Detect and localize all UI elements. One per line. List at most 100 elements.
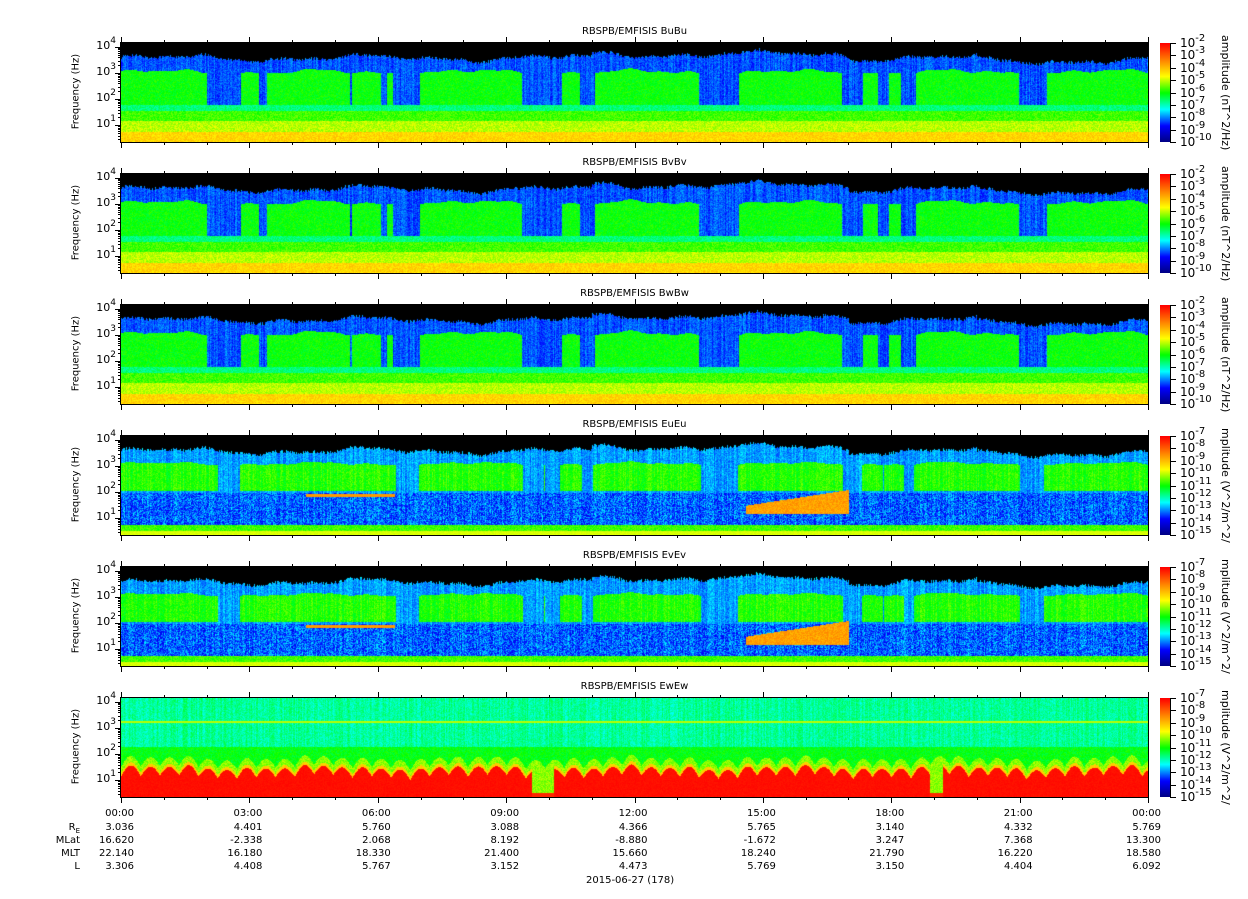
x-tick-top (805, 433, 807, 436)
x-tick-top (591, 564, 593, 567)
y-minor-tick (118, 788, 121, 790)
colorbar-tick (1170, 436, 1176, 437)
colorbar-tick-label: 10-15 (1180, 656, 1212, 674)
colorbar-1 (1160, 174, 1170, 273)
x-tick (976, 797, 978, 800)
x-tick (420, 273, 422, 276)
x-tick (934, 404, 936, 407)
y-minor-tick (118, 624, 121, 626)
x-tick-top (249, 430, 251, 436)
x-tick (677, 797, 679, 800)
y-major-tick (115, 570, 121, 572)
x-tick (1105, 797, 1107, 800)
colorbar-tick (1170, 174, 1176, 175)
y-minor-tick (118, 112, 121, 114)
x-tick (1105, 142, 1107, 145)
y-minor-tick (118, 720, 121, 722)
colorbar-label: amplitude (nT^2/Hz) (1219, 166, 1232, 281)
x-tick-label: 06:00 (361, 808, 391, 819)
colorbar-tick-exponent: -12 (1195, 618, 1212, 630)
ephemeris-value: 21.400 (484, 848, 520, 859)
colorbar-tick-label: 10-7 (1180, 94, 1206, 112)
colorbar-tick-label: 10-5 (1180, 201, 1206, 219)
y-minor-tick (118, 339, 121, 341)
y-major-tick (115, 780, 121, 782)
y-tick-exponent: 4 (110, 166, 116, 177)
y-minor-tick (118, 371, 121, 373)
x-tick (677, 273, 679, 276)
colorbar-tick-exponent: -8 (1195, 107, 1206, 119)
y-tick-label: 104 (96, 559, 116, 576)
colorbar-tick (1170, 142, 1176, 143)
colorbar-tick-exponent: -7 (1195, 356, 1206, 368)
spectrogram-3 (121, 436, 1148, 535)
x-tick-top (163, 433, 165, 436)
colorbar-tick-label: 10-12 (1180, 749, 1212, 767)
x-tick (891, 273, 893, 279)
colorbar-tick-exponent: -11 (1195, 475, 1212, 487)
x-tick (634, 666, 636, 672)
x-tick-top (121, 37, 122, 43)
y-minor-tick (118, 653, 121, 655)
colorbar-tick-exponent: -8 (1195, 569, 1206, 581)
x-tick (334, 273, 336, 276)
y-minor-tick (118, 231, 121, 233)
x-tick-top (548, 564, 550, 567)
y-minor-tick (118, 484, 121, 486)
y-tick-label: 104 (96, 297, 116, 314)
y-minor-tick (118, 266, 121, 268)
y-minor-tick (118, 109, 121, 111)
y-major-tick (115, 727, 121, 729)
colorbar-tick-label: 10-2 (1180, 295, 1206, 313)
ephemeris-label: MLT (61, 848, 80, 859)
x-tick (420, 404, 422, 407)
y-minor-tick (118, 260, 121, 262)
y-minor-tick (118, 772, 121, 774)
x-tick (1148, 404, 1149, 410)
y-tick-exponent: 4 (110, 559, 116, 570)
x-tick (292, 273, 294, 276)
x-tick-top (934, 302, 936, 305)
y-minor-tick (118, 500, 121, 502)
y-minor-tick (118, 732, 121, 734)
colorbar-tick (1170, 747, 1176, 749)
colorbar-tick-exponent: -9 (1195, 119, 1206, 131)
x-tick-top (292, 171, 294, 174)
x-tick-top (1105, 433, 1107, 436)
x-tick (1019, 535, 1021, 541)
y-minor-tick (118, 662, 121, 664)
x-tick-top (334, 302, 336, 305)
ephemeris-value: -1.672 (743, 835, 776, 846)
x-tick-top (1105, 564, 1107, 567)
ephemeris-value: 16.180 (227, 848, 263, 859)
y-minor-tick (118, 342, 121, 344)
x-tick-top (634, 168, 636, 174)
colorbar-tick-label: 10-4 (1180, 188, 1206, 206)
colorbar-tick (1170, 248, 1176, 250)
y-minor-tick (118, 49, 121, 51)
y-major-tick (115, 46, 121, 48)
colorbar-tick (1170, 305, 1176, 306)
ephemeris-value: 3.152 (490, 861, 520, 872)
y-minor-tick (118, 104, 121, 106)
x-tick (805, 535, 807, 538)
x-tick (720, 273, 722, 276)
x-tick (1062, 535, 1064, 538)
ephemeris-value: 5.760 (362, 822, 391, 833)
x-tick (634, 797, 636, 803)
x-tick-top (292, 695, 294, 698)
x-tick (377, 142, 379, 148)
y-minor-tick (118, 657, 121, 659)
ephemeris-value: 15.660 (612, 848, 648, 859)
x-tick-top (206, 695, 208, 698)
y-minor-tick (118, 705, 121, 707)
y-major-tick (115, 361, 121, 363)
colorbar-tick (1170, 43, 1176, 44)
y-minor-tick (118, 312, 121, 314)
y-tick-label: 101 (96, 245, 116, 262)
y-minor-tick (118, 505, 121, 507)
y-minor-tick (118, 735, 121, 737)
x-tick-top (334, 564, 336, 567)
colorbar-tick-exponent: -15 (1195, 656, 1212, 667)
x-tick (463, 666, 465, 669)
